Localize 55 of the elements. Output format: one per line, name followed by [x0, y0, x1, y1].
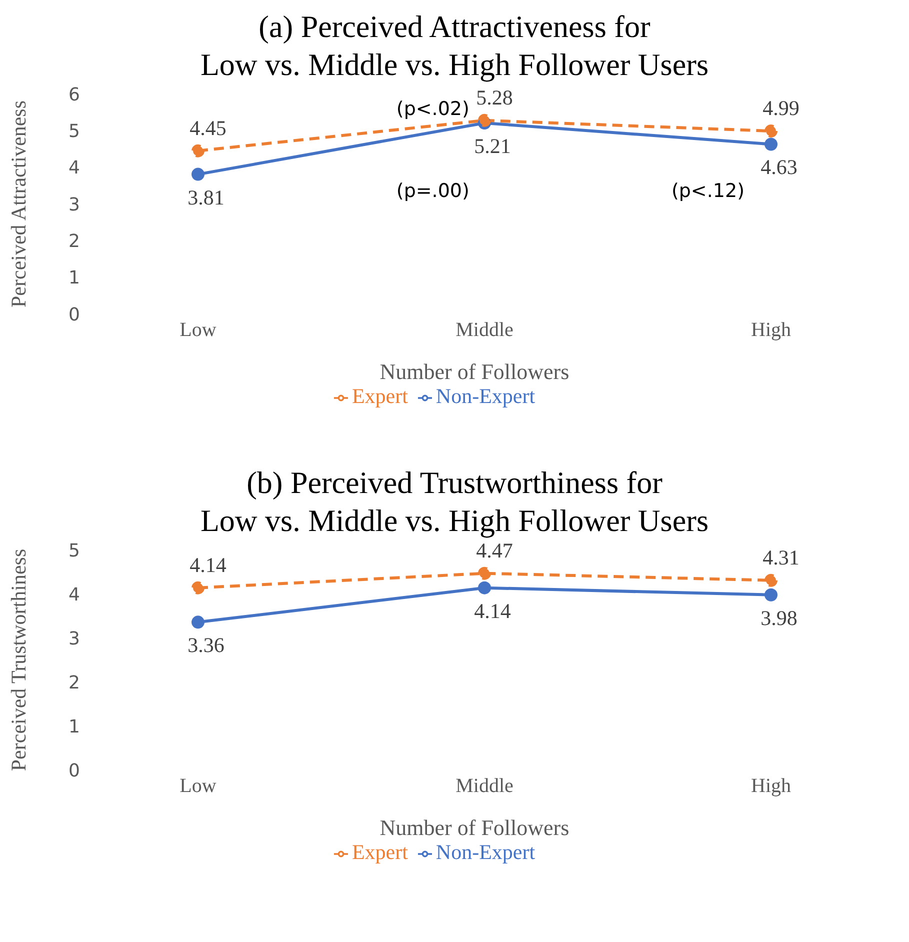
chart-title: (a) Perceived Attractiveness for Low vs. Middle vs. High Follower Users — [199, 8, 710, 84]
legend-label: Non-Expert — [436, 840, 536, 864]
legend-label: Expert — [352, 840, 408, 864]
data-label: 3.36 — [188, 633, 224, 658]
y-tick-label: 5 — [68, 540, 80, 562]
y-axis-title: Perceived Attractiveness — [6, 100, 30, 308]
data-label: 4.47 — [476, 538, 513, 562]
point — [478, 114, 491, 127]
y-tick-label: 2 — [68, 231, 80, 252]
point — [192, 168, 204, 181]
annotation: (p=.00) — [396, 180, 470, 202]
data-label: 4.63 — [760, 155, 798, 180]
data-label: 4.99 — [762, 96, 800, 120]
data-label: 4.45 — [190, 116, 226, 140]
x-tick-label: High — [751, 319, 791, 342]
data-label: 4.14 — [474, 598, 512, 623]
x-axis-title: Number of Followers — [380, 815, 570, 840]
y-tick-label: 0 — [68, 304, 80, 326]
annotation: (p<.12) — [671, 180, 744, 202]
x-axis-title: Number of Followers — [380, 359, 570, 384]
point — [764, 574, 778, 587]
y-tick-label: 4 — [68, 584, 80, 606]
x-tick-label: Middle — [456, 319, 514, 342]
legend-label: Non-Expert — [436, 384, 536, 408]
y-tick-label: 1 — [68, 716, 80, 738]
x-tick-label: Low — [180, 775, 217, 798]
x-tick-label: High — [751, 775, 791, 798]
point — [764, 588, 778, 602]
chart-title: (b) Perceived Trustworthiness for Low vs. Middle vs. High Follower Users — [199, 464, 710, 540]
annotation: (p<.02) — [396, 98, 470, 120]
y-tick-label: 0 — [68, 760, 80, 782]
data-label: 4.31 — [762, 545, 800, 570]
data-label: 5.28 — [476, 85, 513, 110]
y-axis-title: Perceived Trustworthiness — [6, 548, 30, 772]
x-tick-label: Middle — [456, 775, 514, 798]
point — [478, 566, 491, 580]
data-label: 3.81 — [188, 185, 224, 210]
data-label: 3.98 — [760, 606, 798, 630]
point — [192, 144, 204, 158]
y-tick-label: 4 — [68, 158, 80, 179]
y-tick-label: 6 — [68, 84, 80, 106]
y-tick-label: 2 — [68, 672, 80, 694]
y-tick-label: 3 — [68, 628, 80, 650]
y-tick-label: 5 — [68, 121, 80, 142]
point — [764, 124, 778, 138]
legend-label: Expert — [352, 384, 408, 408]
y-tick-label: 3 — [68, 194, 80, 216]
point — [478, 581, 491, 594]
data-label: 4.14 — [190, 552, 227, 577]
point — [192, 581, 204, 594]
x-tick-label: Low — [180, 319, 217, 342]
point — [192, 616, 204, 629]
y-tick-label: 1 — [68, 268, 80, 289]
data-label: 5.21 — [474, 134, 511, 158]
point — [764, 138, 778, 151]
